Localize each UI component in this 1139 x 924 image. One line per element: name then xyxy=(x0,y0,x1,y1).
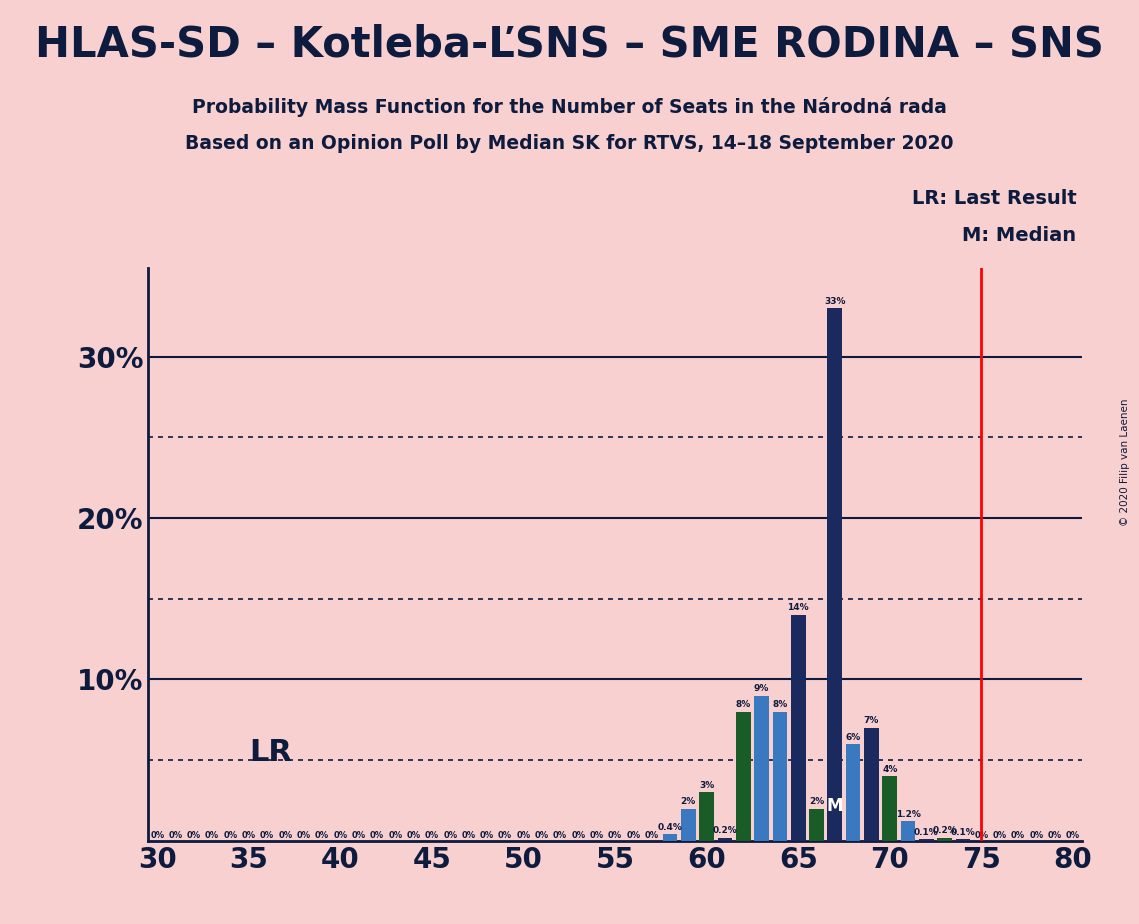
Text: 0%: 0% xyxy=(554,831,567,840)
Text: 0%: 0% xyxy=(150,831,164,840)
Text: 0%: 0% xyxy=(645,831,658,840)
Bar xyxy=(809,808,823,841)
Text: 0%: 0% xyxy=(480,831,494,840)
Bar xyxy=(919,839,934,841)
Text: 14%: 14% xyxy=(787,603,809,613)
Text: 0.1%: 0.1% xyxy=(951,828,975,837)
Text: 2%: 2% xyxy=(809,797,825,806)
Bar xyxy=(772,711,787,841)
Bar xyxy=(901,821,916,841)
Text: 4%: 4% xyxy=(882,765,898,774)
Text: 0%: 0% xyxy=(223,831,238,840)
Text: 0%: 0% xyxy=(316,831,329,840)
Text: 0%: 0% xyxy=(370,831,384,840)
Bar xyxy=(699,793,714,841)
Bar xyxy=(736,711,751,841)
Text: 0%: 0% xyxy=(461,831,476,840)
Text: 0%: 0% xyxy=(1030,831,1043,840)
Text: LR: Last Result: LR: Last Result xyxy=(911,189,1076,209)
Bar xyxy=(956,839,970,841)
Text: 0%: 0% xyxy=(241,831,256,840)
Text: 7%: 7% xyxy=(863,716,879,725)
Text: HLAS-SD – Kotleba-ĽSNS – SME RODINA – SNS: HLAS-SD – Kotleba-ĽSNS – SME RODINA – SN… xyxy=(35,23,1104,65)
Bar xyxy=(846,744,860,841)
Text: 0%: 0% xyxy=(278,831,293,840)
Text: 0%: 0% xyxy=(205,831,219,840)
Text: 1.2%: 1.2% xyxy=(895,810,920,819)
Text: 0.4%: 0.4% xyxy=(657,823,682,832)
Text: 0%: 0% xyxy=(992,831,1007,840)
Text: M: M xyxy=(827,797,843,815)
Text: 0%: 0% xyxy=(626,831,640,840)
Text: 3%: 3% xyxy=(699,781,714,790)
Bar xyxy=(681,808,696,841)
Text: 0%: 0% xyxy=(443,831,457,840)
Text: Probability Mass Function for the Number of Seats in the Národná rada: Probability Mass Function for the Number… xyxy=(192,97,947,117)
Text: 8%: 8% xyxy=(772,700,787,710)
Text: 0%: 0% xyxy=(974,831,989,840)
Text: 33%: 33% xyxy=(825,297,845,306)
Text: 6%: 6% xyxy=(845,733,861,742)
Text: LR: LR xyxy=(248,737,292,767)
Text: 0%: 0% xyxy=(352,831,366,840)
Bar xyxy=(883,776,898,841)
Text: M: Median: M: Median xyxy=(962,226,1076,246)
Bar xyxy=(663,834,678,841)
Text: 0%: 0% xyxy=(572,831,585,840)
Text: 0%: 0% xyxy=(260,831,274,840)
Text: 0%: 0% xyxy=(608,831,622,840)
Text: 0%: 0% xyxy=(1066,831,1080,840)
Text: Based on an Opinion Poll by Median SK for RTVS, 14–18 September 2020: Based on an Opinion Poll by Median SK fo… xyxy=(186,134,953,153)
Text: 9%: 9% xyxy=(754,684,769,693)
Text: 0%: 0% xyxy=(296,831,311,840)
Text: 0%: 0% xyxy=(425,831,439,840)
Text: 0%: 0% xyxy=(590,831,604,840)
Bar xyxy=(937,838,952,841)
Bar xyxy=(790,614,805,841)
Text: 0%: 0% xyxy=(534,831,549,840)
Text: 0%: 0% xyxy=(1011,831,1025,840)
Text: 0%: 0% xyxy=(498,831,513,840)
Text: 0%: 0% xyxy=(169,831,182,840)
Text: 0%: 0% xyxy=(187,831,200,840)
Text: 2%: 2% xyxy=(681,797,696,806)
Text: 0%: 0% xyxy=(516,831,531,840)
Text: © 2020 Filip van Laenen: © 2020 Filip van Laenen xyxy=(1120,398,1130,526)
Text: 0%: 0% xyxy=(388,831,402,840)
Text: 0.1%: 0.1% xyxy=(913,828,939,837)
Bar xyxy=(718,838,732,841)
Bar xyxy=(754,696,769,841)
Text: 0.2%: 0.2% xyxy=(933,826,957,835)
Text: 0.2%: 0.2% xyxy=(713,826,737,835)
Text: 0%: 0% xyxy=(334,831,347,840)
Text: 8%: 8% xyxy=(736,700,751,710)
Bar xyxy=(865,728,879,841)
Text: 0%: 0% xyxy=(1048,831,1062,840)
Text: 0%: 0% xyxy=(407,831,420,840)
Bar xyxy=(828,309,842,841)
